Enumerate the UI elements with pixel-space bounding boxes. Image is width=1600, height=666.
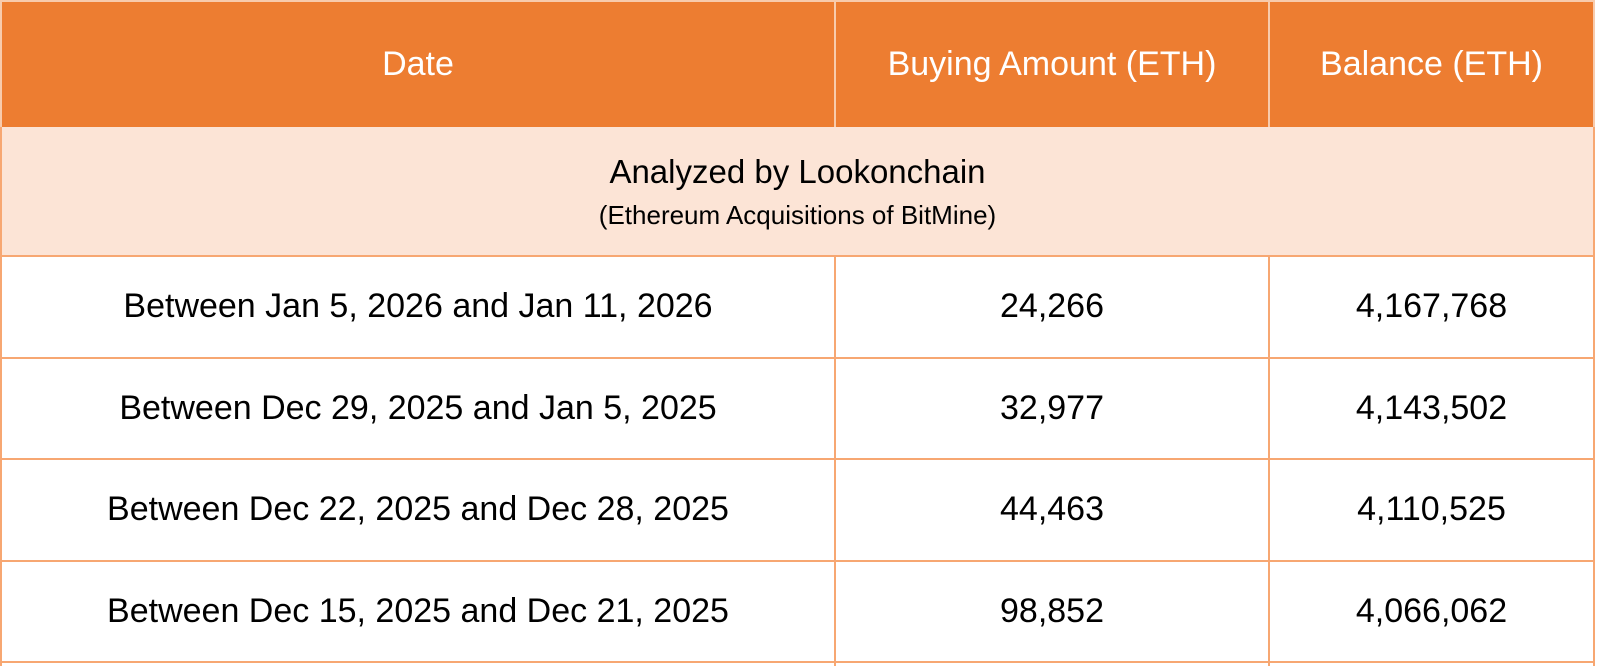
date-cell: Between Dec 22, 2025 and Dec 28, 2025 (0, 458, 834, 560)
table-caption: Analyzed by Lookonchain (Ethereum Acquis… (0, 127, 1595, 255)
date-cell: Between Jan 5, 2026 and Jan 11, 2026 (0, 255, 834, 357)
balance-cell: 4,066,062 (1268, 559, 1595, 661)
balance-cell: 4,167,768 (1268, 255, 1595, 357)
buying-amount-cell: 98,852 (834, 559, 1268, 661)
partial-row-cell (834, 661, 1268, 666)
partial-row-cell (0, 661, 834, 666)
balance-cell: 4,143,502 (1268, 356, 1595, 458)
caption-title: Analyzed by Lookonchain (609, 152, 986, 190)
buying-amount-cell: 44,463 (834, 458, 1268, 560)
buying-amount-cell: 24,266 (834, 255, 1268, 357)
balance-cell: 4,110,525 (1268, 458, 1595, 560)
partial-row-cell (1268, 661, 1595, 666)
date-cell: Between Dec 29, 2025 and Jan 5, 2025 (0, 356, 834, 458)
buying-amount-cell: 32,977 (834, 356, 1268, 458)
column-header-balance: Balance (ETH) (1268, 0, 1595, 127)
date-cell: Between Dec 15, 2025 and Dec 21, 2025 (0, 559, 834, 661)
column-header-buying-amount: Buying Amount (ETH) (834, 0, 1268, 127)
column-header-date: Date (0, 0, 834, 127)
caption-subtitle: (Ethereum Acquisitions of BitMine) (598, 199, 997, 230)
